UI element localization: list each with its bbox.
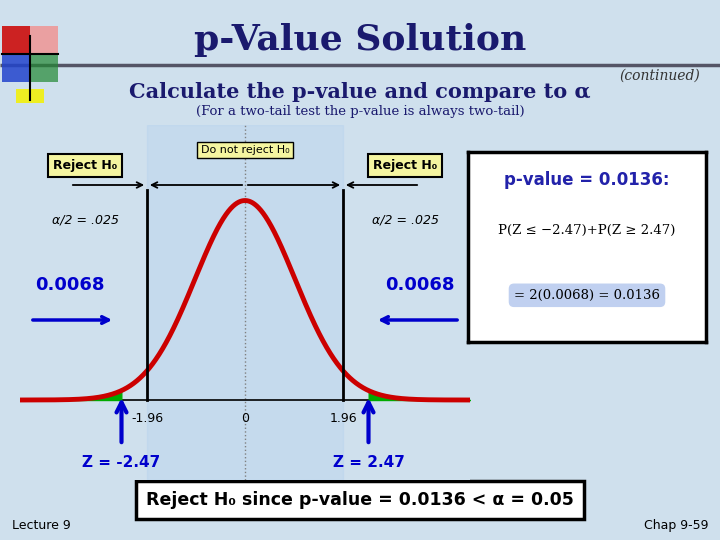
Text: Do not reject H₀: Do not reject H₀	[201, 145, 289, 155]
Text: (For a two-tail test the p-value is always two-tail): (For a two-tail test the p-value is alwa…	[196, 105, 524, 118]
Bar	[2, 26, 30, 54]
Text: Reject H₀: Reject H₀	[53, 159, 117, 172]
Text: 1.96: 1.96	[329, 413, 357, 426]
Text: p-Value Solution: p-Value Solution	[194, 23, 526, 57]
Text: P(Z ≤ −2.47)+P(Z ≥ 2.47): P(Z ≤ −2.47)+P(Z ≥ 2.47)	[498, 224, 675, 237]
Text: (continued): (continued)	[619, 69, 700, 83]
Text: 0.0068: 0.0068	[385, 276, 455, 294]
Text: Calculate the p-value and compare to α: Calculate the p-value and compare to α	[129, 82, 591, 102]
Text: Z = -2.47: Z = -2.47	[82, 455, 161, 470]
Bar	[147, 125, 343, 480]
Text: α/2 = .025: α/2 = .025	[372, 213, 438, 226]
Bar	[16, 89, 44, 103]
Text: Reject H₀: Reject H₀	[373, 159, 437, 172]
Text: Lecture 9: Lecture 9	[12, 519, 71, 532]
Text: p-value = 0.0136:: p-value = 0.0136:	[504, 171, 670, 189]
Text: Chap 9-59: Chap 9-59	[644, 519, 708, 532]
Bar	[30, 26, 58, 54]
Bar	[30, 54, 58, 82]
Text: -1.96: -1.96	[131, 413, 163, 426]
Text: 0.0068: 0.0068	[35, 276, 104, 294]
Text: 0: 0	[241, 413, 249, 426]
Text: Reject H₀ since p-value = 0.0136 < α = 0.05: Reject H₀ since p-value = 0.0136 < α = 0…	[146, 491, 574, 509]
Bar	[2, 54, 30, 82]
Text: α/2 = .025: α/2 = .025	[52, 213, 119, 226]
Text: = 2(0.0068) = 0.0136: = 2(0.0068) = 0.0136	[514, 289, 660, 302]
Text: Z = 2.47: Z = 2.47	[333, 455, 405, 470]
